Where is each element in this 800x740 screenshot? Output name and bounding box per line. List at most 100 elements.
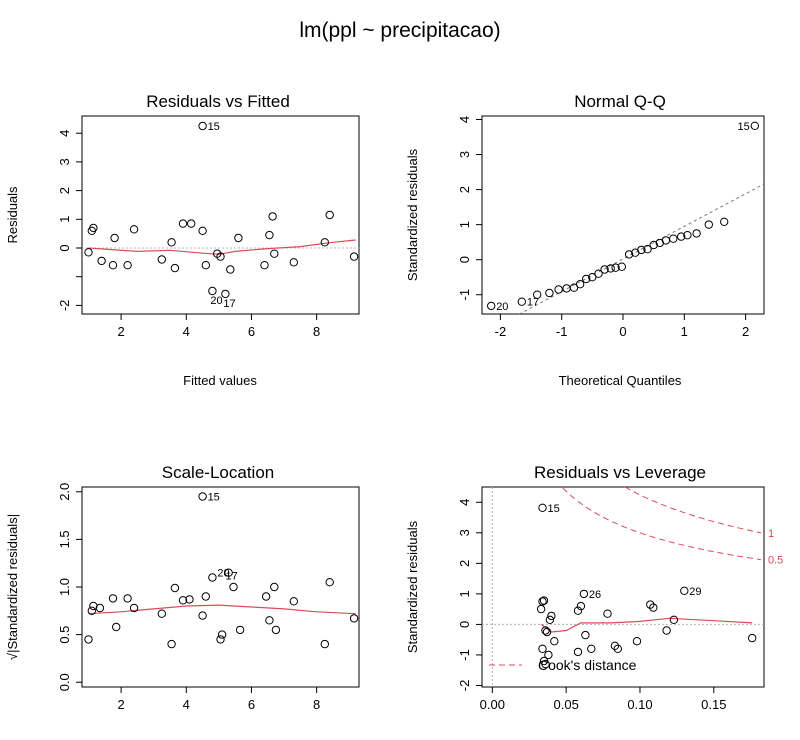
x-tick-label: 6 xyxy=(248,697,255,712)
data-point xyxy=(198,611,207,620)
data-point xyxy=(349,614,359,623)
y-tick-label: 1 xyxy=(457,221,472,228)
point-label: 20 xyxy=(496,301,508,313)
data-point xyxy=(680,586,689,595)
data-point xyxy=(235,625,245,635)
data-point xyxy=(538,644,547,653)
x-tick-label: 2 xyxy=(742,324,749,339)
data-point xyxy=(704,220,713,229)
x-tick-label: 0.10 xyxy=(627,697,652,712)
data-point xyxy=(216,635,225,644)
data-point xyxy=(748,633,757,643)
data-point xyxy=(649,240,658,250)
x-axis-label: Fitted values xyxy=(183,373,257,388)
y-tick-label: 1.5 xyxy=(57,530,72,548)
x-tick-label: 2 xyxy=(117,324,124,339)
data-point xyxy=(289,597,298,606)
point-label: 17 xyxy=(223,298,235,310)
plot-marks: 2 4 6 8 -2 0 1 2 3 4 15 20 17 xyxy=(57,121,359,339)
data-point xyxy=(198,121,207,131)
x-tick-label: 8 xyxy=(313,324,320,339)
data-point xyxy=(632,637,642,646)
data-point xyxy=(129,225,139,234)
x-tick-label: -1 xyxy=(556,324,568,339)
data-point xyxy=(260,261,269,270)
data-point xyxy=(129,603,139,613)
point-label: 15 xyxy=(208,121,220,133)
data-point xyxy=(170,263,180,273)
plot-area xyxy=(82,121,359,299)
data-point xyxy=(221,289,230,299)
y-tick-label: 2.0 xyxy=(57,483,72,501)
data-point xyxy=(87,606,97,615)
x-tick-label: 4 xyxy=(183,697,190,712)
figure-title: lm(ppl ~ precipitacao) xyxy=(299,19,500,42)
data-point xyxy=(268,212,277,221)
x-tick-label: 4 xyxy=(183,324,190,339)
data-point xyxy=(683,231,692,240)
data-point xyxy=(270,249,279,258)
data-point xyxy=(611,263,620,272)
y-tick-label: 4 xyxy=(457,499,472,506)
data-point xyxy=(750,121,759,131)
data-point xyxy=(289,258,298,267)
panel-residuals-vs-leverage: Residuals vs Leverage Standardized resid… xyxy=(405,463,783,712)
data-point xyxy=(588,273,597,282)
data-point xyxy=(234,233,243,243)
data-point xyxy=(112,622,121,632)
point-label: 17 xyxy=(226,571,238,583)
panel-residuals-vs-fitted: Residuals vs Fitted Fitted values Residu… xyxy=(5,92,360,388)
y-axis-label: Standardized residuals xyxy=(405,520,420,653)
legend-label: Cook's distance xyxy=(538,657,637,673)
plot-frame xyxy=(481,486,765,688)
y-tick-label: 0 xyxy=(457,256,472,263)
data-point xyxy=(271,625,281,635)
plot-marks: 0.00 0.05 0.10 0.15 -2 -1 0 1 2 3 4 0.5 1 15 26 29 xyxy=(457,487,783,712)
data-point xyxy=(95,603,105,613)
data-point xyxy=(208,573,217,582)
y-tick-label: -2 xyxy=(57,300,72,312)
x-tick-label: -2 xyxy=(495,324,507,339)
data-point xyxy=(544,650,553,660)
data-point xyxy=(198,492,207,501)
data-point xyxy=(643,245,652,254)
x-tick-label: 1 xyxy=(681,324,688,339)
y-tick-label: 0.0 xyxy=(57,673,72,691)
data-point xyxy=(108,261,118,270)
data-point xyxy=(84,248,93,257)
data-point xyxy=(662,626,671,635)
data-point xyxy=(325,210,334,220)
y-tick-label: 3 xyxy=(57,158,72,165)
point-label: 15 xyxy=(548,503,560,515)
data-point xyxy=(669,615,679,624)
data-point xyxy=(613,644,622,653)
y-tick-label: 1 xyxy=(57,216,72,223)
point-label: 20 xyxy=(217,568,229,580)
plot-marks: -2 -1 0 1 2 -1 0 1 2 3 4 15 20 17 xyxy=(457,116,764,339)
y-tick-label: 0 xyxy=(57,244,72,251)
data-point xyxy=(157,609,167,618)
data-point xyxy=(569,283,579,292)
x-axis-label: Theoretical Quantiles xyxy=(559,373,682,388)
smooth-line xyxy=(540,617,753,633)
data-point xyxy=(541,659,550,669)
data-point xyxy=(97,256,106,266)
data-point xyxy=(224,568,233,577)
panel-scale-location: Scale-Location √|Standardized residuals|… xyxy=(5,463,360,712)
data-point xyxy=(582,274,591,284)
y-axis-label: Residuals xyxy=(5,186,20,244)
data-point xyxy=(573,647,583,657)
data-point xyxy=(576,601,586,611)
data-point xyxy=(108,594,118,603)
y-axis-label: √|Standardized residuals| xyxy=(5,514,20,660)
cooks-distance-contour xyxy=(624,487,762,534)
panel-title: Scale-Location xyxy=(162,463,274,482)
data-point xyxy=(265,230,274,240)
point-label: 15 xyxy=(738,121,750,133)
data-point xyxy=(178,219,188,228)
x-tick-label: 0.00 xyxy=(480,697,505,712)
data-point xyxy=(550,637,559,646)
data-point xyxy=(167,639,176,649)
